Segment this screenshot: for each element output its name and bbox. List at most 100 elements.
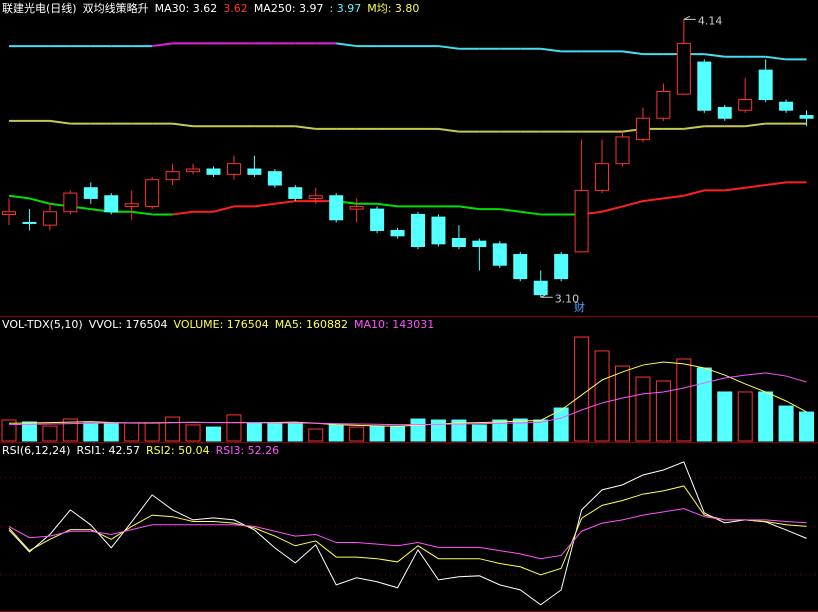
candle-body [574, 189, 589, 253]
volume-bar [492, 419, 508, 442]
ma-line [438, 127, 460, 133]
ma-line [683, 125, 705, 130]
candle-body [83, 187, 98, 199]
volume-header: VOL-TDX(5,10) VVOL: 176504 VOLUME: 176504 M… [2, 318, 440, 332]
candle-body [145, 179, 160, 207]
ma-line [622, 200, 644, 208]
volume-bar [574, 336, 590, 442]
volume-bar [430, 419, 446, 442]
header-text: MA10: 143031 [354, 318, 435, 331]
volume-bar [594, 350, 610, 442]
header-text: 双均线策略升 [82, 2, 149, 15]
volume-bar [328, 424, 344, 442]
ma-line [499, 208, 521, 213]
ma-line [336, 42, 357, 48]
candle-body [451, 237, 466, 248]
candle-body [738, 99, 753, 111]
candle-body [656, 91, 671, 119]
volume-bar [124, 422, 140, 442]
header-text: 联建光电(日线) [2, 2, 77, 15]
volume-bar [635, 376, 651, 442]
candle-body [124, 203, 139, 207]
line-series [8, 372, 807, 426]
candle-body [554, 254, 569, 280]
volume-bar [369, 425, 385, 442]
volume-bar [21, 421, 37, 442]
candle-body [411, 213, 425, 248]
volume-bar [696, 367, 712, 442]
volume-bar [287, 423, 303, 442]
ma-line [765, 55, 787, 61]
volume-bar [471, 424, 487, 442]
candle-body [635, 117, 650, 141]
ma-line [683, 189, 705, 197]
header-text: VOLUME: 176504 [173, 318, 269, 331]
line-series [8, 508, 807, 560]
candle-body [513, 254, 528, 280]
ma-line [724, 186, 746, 192]
header-text: MA30: 3.62 [154, 2, 218, 15]
volume-bar [778, 405, 794, 442]
volume-bar [717, 391, 733, 442]
candle-body [758, 69, 773, 101]
candle-body [308, 195, 323, 199]
volume-bar [165, 416, 181, 442]
volume-bar [737, 391, 753, 442]
header-text: VOL-TDX(5,10) [2, 318, 83, 331]
candle-body [63, 192, 78, 213]
ma-line [376, 202, 398, 208]
candle-body [615, 136, 630, 165]
header-text: RSI2: 50.04 [146, 444, 210, 457]
volume-bar [349, 426, 365, 442]
candle-body [779, 101, 794, 111]
candle-body [472, 240, 487, 248]
ma-line [663, 194, 684, 200]
volume-bar [308, 428, 324, 442]
candle-body [492, 243, 507, 266]
candle-body [390, 229, 405, 237]
ma-line [254, 202, 275, 208]
annotation-leader [683, 15, 696, 20]
header-text: RSI1: 42.57 [76, 444, 141, 457]
ma-line [172, 122, 194, 128]
candle-body [42, 211, 57, 226]
ma-line [438, 45, 460, 50]
volume-bar [42, 425, 58, 442]
ma-line [745, 184, 766, 189]
header-text: : 3.97 [329, 2, 362, 15]
candle-body [799, 115, 814, 119]
header-text: MA250: 3.97 [253, 2, 324, 15]
rsi-header: RSI(6,12,24) RSI1: 42.57 RSI2: 50.04 RSI3: … [2, 444, 285, 458]
ma-line [29, 197, 51, 205]
header-text: RSI(6,12,24) [2, 444, 71, 457]
ma-line [765, 181, 787, 187]
line-series [8, 361, 807, 427]
volume-bar [226, 414, 242, 442]
candle-body [165, 171, 180, 181]
ma-line [8, 194, 30, 200]
volume-bar [758, 391, 774, 442]
ma-line [458, 205, 480, 211]
event-marker: 财 [574, 300, 585, 314]
ma-line [295, 125, 316, 130]
candle-body [288, 187, 303, 199]
volume-bar [1, 419, 17, 442]
header-text: 3.62 [223, 2, 248, 15]
ma-line [131, 210, 153, 216]
candle-body [104, 195, 119, 213]
volume-bar [615, 365, 630, 442]
volume-bar [410, 418, 426, 442]
candle-body [186, 168, 201, 173]
ma-line [274, 200, 296, 205]
candle-body [2, 211, 16, 215]
volume-bar [799, 411, 815, 442]
candle-body [533, 280, 548, 296]
candle-body [595, 163, 610, 191]
header-text: MA5: 160882 [274, 318, 349, 331]
volume-bar [185, 424, 201, 442]
volume-bar [62, 418, 78, 442]
volume-bar [83, 422, 99, 442]
ma-line [172, 210, 194, 216]
